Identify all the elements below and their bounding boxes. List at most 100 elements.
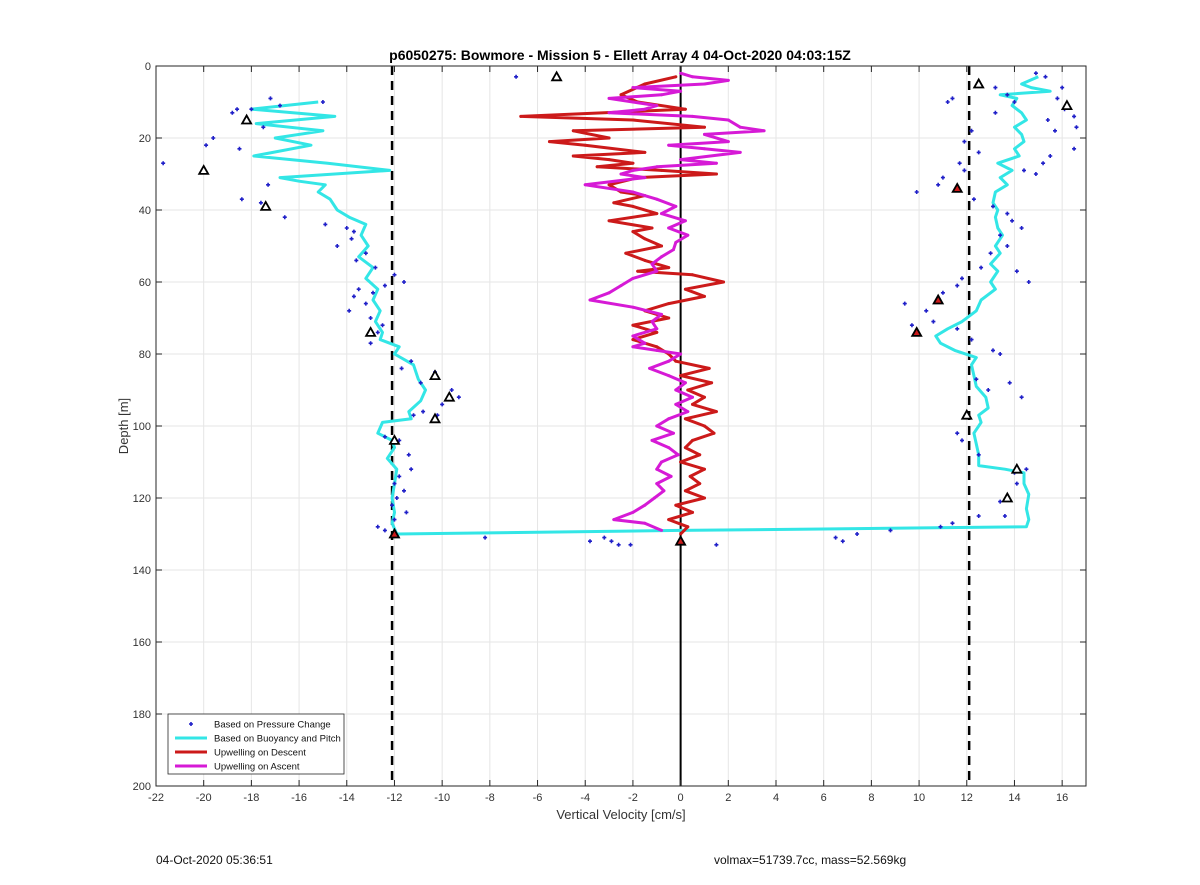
pressure-change-point	[390, 503, 395, 508]
pressure-change-point	[399, 366, 404, 371]
descent-point	[702, 467, 706, 471]
ascent-point	[650, 438, 654, 442]
ascent-point	[683, 381, 687, 385]
pressure-change-point	[404, 510, 409, 515]
pressure-change-point	[940, 175, 945, 180]
descent-point	[595, 165, 599, 169]
descent-point	[667, 302, 671, 306]
descent-point	[660, 168, 664, 172]
pressure-change-point	[411, 413, 416, 418]
pressure-change-point	[1019, 395, 1024, 400]
x-tick-label: -10	[434, 792, 450, 804]
ascent-point	[691, 75, 695, 79]
ascent-point	[726, 140, 730, 144]
y-axis-label: Depth [m]	[116, 398, 131, 454]
pressure-change-point	[962, 168, 967, 173]
triangle-marker	[443, 390, 456, 402]
upwelling-ascent-line	[583, 71, 766, 532]
y-tick-label: 120	[133, 493, 151, 505]
pressure-change-point	[402, 280, 406, 284]
descent-point	[702, 395, 706, 399]
triangle-marker	[910, 326, 923, 337]
pressure-change-point	[960, 438, 964, 443]
pressure-change-point	[628, 542, 633, 547]
pressure-change-point	[945, 100, 950, 104]
footer-timestamp: 04-Oct-2020 05:36:51	[156, 853, 273, 867]
ascent-point	[612, 518, 616, 522]
pressure-change-point	[909, 323, 914, 328]
pressure-change-point	[993, 85, 998, 90]
x-tick-label: 16	[1056, 792, 1068, 804]
descent-point	[702, 496, 706, 500]
descent-point	[655, 345, 659, 349]
pressure-change-point	[955, 283, 960, 288]
pressure-change-point	[1010, 218, 1015, 223]
triangle-marker	[1010, 462, 1023, 474]
pressure-change-point	[373, 265, 378, 270]
descent-point	[643, 150, 647, 154]
descent-point	[607, 136, 611, 140]
pressure-change-point	[351, 229, 356, 234]
descent-point	[619, 93, 623, 97]
descent-point	[698, 482, 702, 486]
ascent-point	[650, 320, 654, 324]
x-tick-label: 10	[913, 792, 925, 804]
x-tick-label: -14	[339, 792, 355, 804]
x-tick-label: -4	[580, 792, 590, 804]
pressure-change-point	[991, 348, 995, 353]
footer-info: volmax=51739.7cc, mass=52.569kg	[714, 853, 907, 867]
ascent-point	[583, 183, 587, 187]
ascent-point	[660, 212, 664, 216]
y-tick-label: 140	[133, 565, 151, 577]
descent-point	[612, 201, 616, 205]
descent-point	[631, 161, 635, 165]
pressure-change-point	[1005, 211, 1010, 216]
x-tick-label: 2	[725, 792, 731, 804]
ascent-point	[655, 197, 659, 201]
descent-point	[674, 75, 678, 79]
pressure-change-point	[988, 251, 993, 256]
ascent-point	[655, 104, 659, 108]
ascent-point	[679, 158, 683, 162]
pressure-change-point	[351, 294, 356, 299]
pressure-change-point	[368, 316, 373, 320]
x-tick-label: 4	[773, 792, 779, 804]
legend: Based on Pressure Change Based on Buoyanc…	[167, 713, 345, 775]
pressure-change-point	[409, 359, 414, 364]
pressure-change-point	[993, 110, 998, 115]
triangle-marker	[428, 369, 442, 380]
pressure-change-point	[888, 528, 893, 533]
ascent-point	[674, 204, 678, 208]
legend-box	[167, 713, 345, 775]
ascent-point	[667, 143, 671, 147]
descent-point	[607, 219, 611, 223]
ascent-point	[671, 248, 675, 252]
descent-point	[571, 129, 575, 133]
descent-point	[571, 154, 575, 158]
pressure-change-point	[1005, 92, 1010, 97]
x-tick-label: 14	[1008, 792, 1020, 804]
y-tick-label: 0	[145, 61, 151, 73]
descent-point	[631, 230, 635, 234]
pressure-change-point	[380, 323, 385, 328]
descent-point	[583, 143, 587, 147]
descent-point	[679, 374, 683, 378]
pressure-change-point	[397, 474, 402, 479]
x-tick-label: 12	[961, 792, 973, 804]
pressure-change-point	[840, 539, 845, 544]
ascent-point	[674, 240, 678, 244]
triangle-marker	[674, 534, 687, 546]
pressure-change-point	[363, 301, 368, 306]
ascent-point	[655, 467, 659, 471]
pressure-change-point	[1022, 168, 1026, 173]
pressure-change-point	[991, 204, 995, 209]
pressure-change-point	[924, 308, 929, 313]
pressure-change-point	[1014, 269, 1019, 274]
pressure-change-point	[449, 388, 454, 392]
ascent-point	[738, 150, 742, 154]
pressure-change-point	[962, 139, 967, 144]
ascent-point	[667, 417, 671, 421]
pressure-change-point	[418, 380, 423, 385]
descent-point	[722, 280, 726, 284]
pressure-change-point	[211, 136, 216, 140]
